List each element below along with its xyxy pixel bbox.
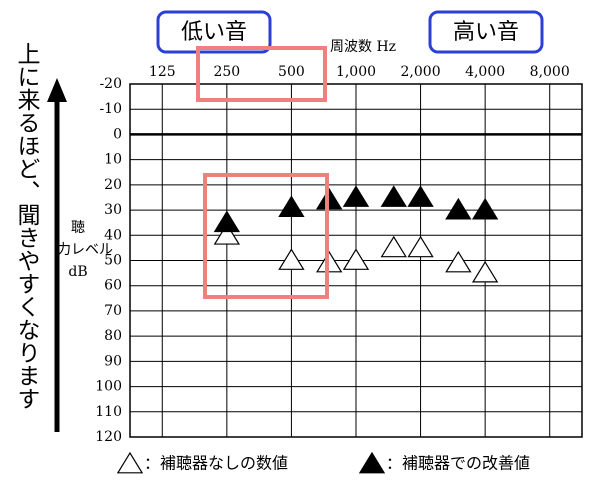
triangle-marker	[342, 248, 370, 270]
y-tick-label: 60	[104, 278, 122, 294]
y-tick-label: 80	[104, 328, 122, 344]
y-tick-label: 20	[104, 177, 122, 193]
triangle-marker	[342, 185, 370, 207]
y-tick-label: -20	[99, 76, 122, 92]
x-tick-label: 2,000	[401, 64, 441, 80]
high-label: 高い音	[453, 20, 519, 45]
highlight-box	[203, 173, 329, 299]
triangle-marker	[471, 197, 499, 220]
y-tick-label: 70	[104, 303, 122, 319]
x-tick-label: 4,000	[465, 64, 505, 80]
y-tick-label: 120	[95, 429, 122, 445]
highlight-box	[196, 46, 327, 102]
y-tick-label: -10	[99, 101, 122, 117]
low-box	[156, 10, 272, 54]
legend-label: ：補聴器での改善値	[386, 454, 530, 473]
y-tick-label: 30	[104, 202, 122, 218]
triangle-marker	[278, 248, 305, 270]
triangle-marker	[380, 235, 407, 258]
triangle-marker	[445, 250, 472, 273]
triangle-marker	[445, 197, 472, 220]
y-axis-title: 力レベル	[57, 242, 113, 258]
triangle-marker	[316, 187, 343, 210]
legend-marker	[116, 451, 144, 474]
y-tick-label: 40	[104, 227, 122, 243]
low-label: 低い音	[181, 20, 247, 45]
legend-marker	[358, 451, 386, 474]
legend-label: ：補聴器なしの数値	[144, 454, 288, 473]
side-note: 上に来るほど、聞きやすくなります	[13, 42, 41, 410]
x-tick-label: 250	[213, 64, 240, 80]
triangle-marker	[471, 260, 499, 283]
y-axis-title: dB	[68, 264, 87, 280]
high-box	[428, 10, 544, 54]
y-tick-label: 100	[95, 379, 122, 395]
triangle-marker	[380, 185, 407, 207]
y-tick-label: 0	[113, 126, 122, 142]
y-tick-label: 110	[95, 404, 122, 420]
y-tick-label: 50	[104, 253, 122, 269]
triangle-marker	[213, 223, 241, 245]
y-axis-title: 聴	[71, 220, 85, 236]
x-tick-label: 125	[149, 64, 176, 80]
x-tick-label: 500	[278, 64, 305, 80]
y-tick-label: 90	[104, 353, 122, 369]
y-tick-label: 10	[104, 152, 122, 168]
x-tick-label: 1,000	[336, 64, 376, 80]
x-axis-title: 周波数 Hz	[330, 39, 396, 55]
triangle-marker	[407, 185, 434, 207]
triangle-marker	[407, 235, 434, 258]
arrow-head	[47, 78, 67, 102]
triangle-marker	[316, 250, 343, 273]
triangle-marker	[213, 210, 241, 233]
triangle-marker	[278, 195, 305, 217]
x-tick-label: 8,000	[530, 64, 570, 80]
